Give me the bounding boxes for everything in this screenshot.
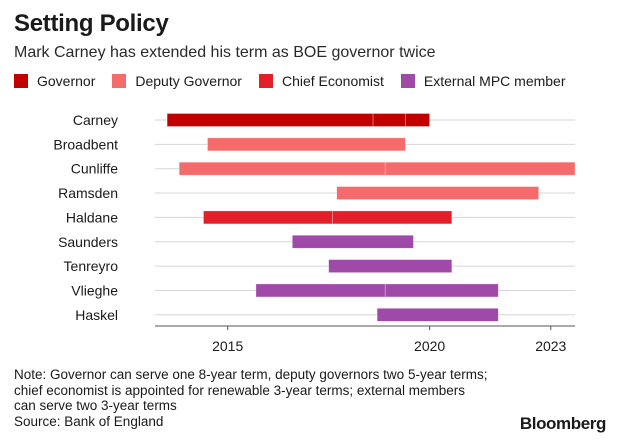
x-tick-label: 2020	[414, 338, 445, 354]
term-bar	[255, 283, 386, 298]
category-label: Haskel	[75, 307, 118, 323]
term-bar	[384, 161, 576, 176]
term-bar	[336, 186, 539, 200]
note-line: Note: Governor can serve one 8-year term…	[14, 367, 488, 382]
legend-item-governor: Governor	[14, 73, 95, 89]
chart-subtitle: Mark Carney has extended his term as BOE…	[14, 44, 436, 61]
legend-swatch-external-mpc	[400, 74, 415, 88]
legend-item-chief-economist: Chief Economist	[258, 73, 384, 89]
category-label: Vlieghe	[71, 282, 118, 298]
legend-label-governor: Governor	[37, 73, 96, 89]
legend-swatch-governor	[14, 74, 28, 88]
chart-title: Setting Policy	[14, 10, 169, 37]
term-bar	[178, 161, 386, 176]
term-bar	[166, 113, 374, 127]
term-bar	[405, 113, 430, 127]
term-bar	[372, 113, 406, 127]
term-bar	[292, 234, 414, 249]
x-tick-label: 2023	[535, 338, 566, 354]
legend-item-external-mpc: External MPC member	[400, 73, 566, 89]
category-label: Ramsden	[58, 185, 118, 201]
note-line: chief economist is appointed for renewab…	[14, 382, 465, 398]
category-label: Cunliffe	[71, 161, 118, 177]
term-bar	[207, 137, 406, 152]
category-label: Saunders	[58, 234, 118, 250]
category-label: Carney	[73, 112, 118, 128]
category-label: Broadbent	[53, 136, 118, 152]
label-layer: Carney Broadbent Cunliffe Ramsden Haldane Sau…	[53, 112, 118, 323]
legend-label-external-mpc: External MPC member	[423, 73, 566, 89]
term-bar	[384, 283, 499, 298]
legend-label-chief-economist: Chief Economist	[281, 73, 384, 89]
x-tick-label: 2015	[212, 338, 243, 354]
source-line: Source: Bank of England	[14, 413, 164, 429]
chart-notes: Note: Governor can serve one 8-year term…	[14, 367, 514, 429]
note-line: can serve two 3-year terms	[14, 398, 177, 413]
axis-layer: 2015 2020 2023	[155, 325, 575, 354]
legend-label-deputy-governor: Deputy Governor	[135, 73, 242, 89]
category-label: Haldane	[66, 209, 118, 225]
term-bar	[332, 210, 453, 225]
term-bar	[203, 210, 333, 225]
legend: Governor Deputy Governor Chief Economist…	[14, 73, 583, 89]
legend-swatch-chief-economist	[258, 74, 273, 88]
legend-item-deputy-governor: Deputy Governor	[112, 73, 242, 89]
term-bar	[376, 307, 499, 322]
legend-swatch-deputy-governor	[112, 74, 127, 88]
bar-layer	[166, 113, 576, 322]
bloomberg-logo: Bloomberg	[519, 414, 607, 433]
category-label: Tenreyro	[64, 258, 119, 274]
term-bar	[328, 259, 453, 273]
